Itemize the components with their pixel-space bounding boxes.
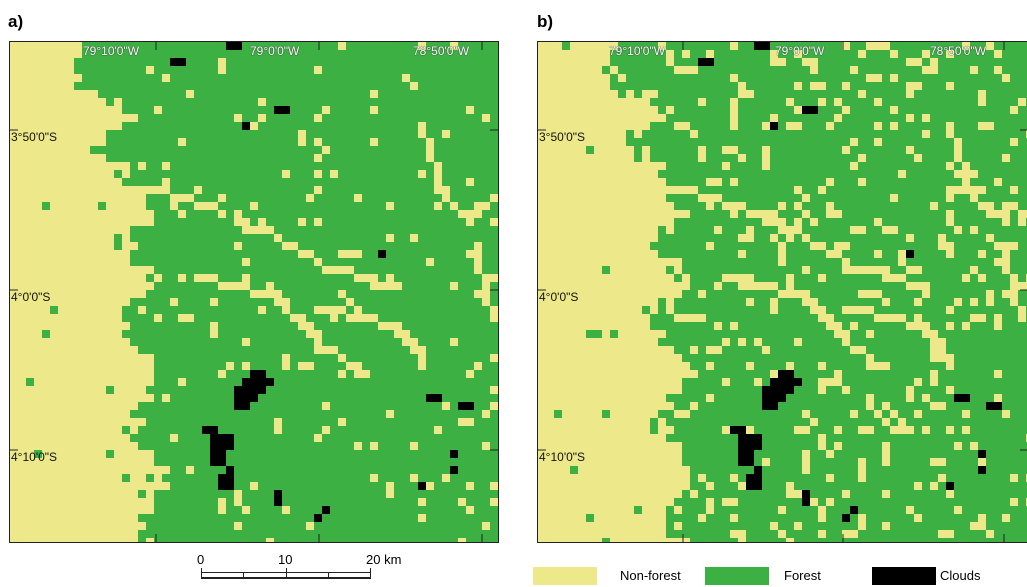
lon-label-a-2: 79°0'0"W	[250, 44, 300, 58]
scale-tick-10	[286, 568, 287, 579]
lat-label-a-2: 4°0'0"S	[11, 290, 51, 304]
non-forest-corridors	[658, 122, 1026, 370]
legend-label-non-forest: Non-forest	[620, 568, 681, 583]
scale-tick-15	[328, 572, 329, 579]
graticule-ticks	[10, 42, 498, 542]
lat-label-a-3: 4°10'0"S	[11, 450, 58, 464]
cloud-cells	[698, 42, 1002, 522]
lon-label-b-2: 79°0'0"W	[775, 44, 825, 58]
scale-label-0: 0	[197, 552, 205, 567]
lat-label-a-1: 3°50'0"S	[11, 130, 58, 144]
forest-cells	[554, 42, 1027, 542]
scale-tick-20	[370, 568, 371, 579]
non-forest-corridors	[130, 122, 498, 370]
lat-label-b-3: 4°10'0"S	[539, 450, 586, 464]
legend-label-forest: Forest	[784, 568, 821, 583]
land-cover-raster-a	[10, 42, 498, 542]
forest-cells	[26, 42, 498, 542]
legend-swatch-clouds	[872, 567, 936, 585]
panel-a-letter: a)	[8, 12, 24, 31]
scale-label-10: 10	[278, 552, 293, 567]
lon-label-a-3: 78°50'0"W	[413, 44, 470, 58]
scale-tick-5	[243, 572, 244, 579]
lon-label-a-1: 79°10'0"W	[83, 44, 140, 58]
map-panel-b: 79°10'0"W 79°0'0"W 78°50'0"W 3°50'0"S 4°…	[537, 41, 1027, 543]
scale-tick-0	[201, 568, 202, 579]
lat-label-b-1: 3°50'0"S	[539, 130, 586, 144]
lat-label-b-2: 4°0'0"S	[539, 290, 579, 304]
land-cover-raster-b	[538, 42, 1027, 542]
cloud-cells	[170, 42, 474, 522]
lon-label-b-3: 78°50'0"W	[930, 44, 987, 58]
scale-label-20: 20 km	[366, 552, 402, 567]
map-panel-a: 79°10'0"W 79°0'0"W 78°50'0"W 3°50'0"S 4°…	[9, 41, 499, 543]
legend-swatch-forest	[705, 567, 769, 585]
panel-b-letter: b)	[537, 12, 554, 31]
legend-swatch-non-forest	[533, 567, 597, 585]
legend-label-clouds: Clouds	[940, 568, 981, 583]
lon-label-b-1: 79°10'0"W	[609, 44, 666, 58]
